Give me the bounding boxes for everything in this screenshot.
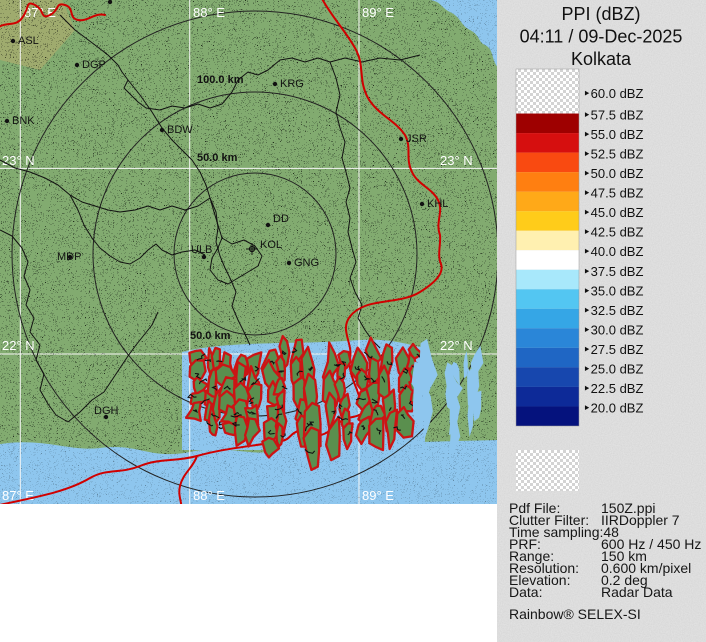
svg-text:23° N: 23° N xyxy=(440,153,473,168)
svg-text:Radar Data: Radar Data xyxy=(601,584,673,600)
svg-text:‣27.5 dBZ: ‣27.5 dBZ xyxy=(583,342,643,357)
svg-text:Rainbow® SELEX-SI: Rainbow® SELEX-SI xyxy=(509,606,641,622)
svg-text:DGH: DGH xyxy=(94,405,119,417)
svg-text:‣52.5 dBZ: ‣52.5 dBZ xyxy=(583,147,643,162)
svg-text:88° E: 88° E xyxy=(193,5,225,20)
svg-text:‣60.0 dBZ: ‣60.0 dBZ xyxy=(583,86,643,101)
svg-text:KOL: KOL xyxy=(260,239,282,251)
svg-text:04:11 / 09-Dec-2025: 04:11 / 09-Dec-2025 xyxy=(520,27,683,47)
svg-text:KRG: KRG xyxy=(280,78,304,90)
svg-text:22° N: 22° N xyxy=(440,338,473,353)
svg-text:89° E: 89° E xyxy=(362,5,394,20)
svg-text:‣32.5 dBZ: ‣32.5 dBZ xyxy=(583,303,643,318)
svg-text:‣45.0 dBZ: ‣45.0 dBZ xyxy=(583,205,643,220)
svg-text:‣47.5 dBZ: ‣47.5 dBZ xyxy=(583,186,643,201)
svg-text:88° E: 88° E xyxy=(193,488,225,503)
svg-text:BNK: BNK xyxy=(12,115,35,127)
svg-text:87° E: 87° E xyxy=(24,5,56,20)
svg-text:‣20.0 dBZ: ‣20.0 dBZ xyxy=(583,401,643,416)
svg-text:MDP: MDP xyxy=(57,251,81,263)
svg-text:ULB: ULB xyxy=(191,244,212,256)
svg-text:23° N: 23° N xyxy=(2,153,35,168)
svg-text:22° N: 22° N xyxy=(2,338,35,353)
svg-text:GNG: GNG xyxy=(294,257,319,269)
svg-text:PPI (dBZ): PPI (dBZ) xyxy=(561,4,640,24)
svg-text:‣25.0 dBZ: ‣25.0 dBZ xyxy=(583,361,643,376)
svg-text:ASL: ASL xyxy=(18,35,39,47)
svg-text:DGP: DGP xyxy=(82,59,106,71)
svg-text:BDW: BDW xyxy=(167,124,193,136)
svg-text:50.0 km: 50.0 km xyxy=(197,152,238,164)
svg-text:Kolkata: Kolkata xyxy=(571,49,632,69)
svg-text:100.0 km: 100.0 km xyxy=(197,74,244,86)
svg-text:‣35.0 dBZ: ‣35.0 dBZ xyxy=(583,283,643,298)
svg-text:50.0 km: 50.0 km xyxy=(190,330,231,342)
svg-text:‣22.5 dBZ: ‣22.5 dBZ xyxy=(583,381,643,396)
svg-text:89° E: 89° E xyxy=(362,488,394,503)
svg-text:‣30.0 dBZ: ‣30.0 dBZ xyxy=(583,322,643,337)
svg-text:‣57.5 dBZ: ‣57.5 dBZ xyxy=(583,108,643,123)
svg-text:KHL: KHL xyxy=(427,198,448,210)
svg-text:‣50.0 dBZ: ‣50.0 dBZ xyxy=(583,166,643,181)
svg-text:JSR: JSR xyxy=(406,133,427,145)
svg-text:‣42.5 dBZ: ‣42.5 dBZ xyxy=(583,225,643,240)
svg-text:Data:: Data: xyxy=(509,584,542,600)
svg-text:‣55.0 dBZ: ‣55.0 dBZ xyxy=(583,127,643,142)
svg-text:‣37.5 dBZ: ‣37.5 dBZ xyxy=(583,264,643,279)
svg-text:DD: DD xyxy=(273,213,289,225)
svg-text:‣40.0 dBZ: ‣40.0 dBZ xyxy=(583,244,643,259)
